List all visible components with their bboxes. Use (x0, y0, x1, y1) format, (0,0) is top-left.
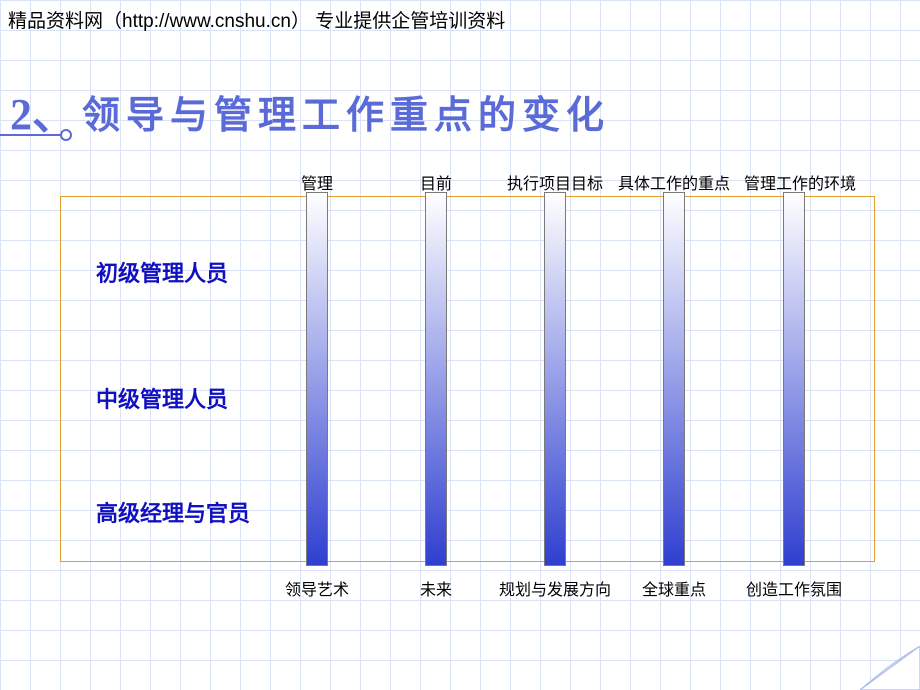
gradient-bar-3 (663, 192, 685, 566)
gradient-bar-0 (306, 192, 328, 566)
bottom-label-1: 未来 (420, 576, 452, 600)
decorative-line (0, 134, 66, 136)
top-label-0: 管理 (301, 170, 333, 194)
top-label-4: 管理工作的环境 (744, 170, 856, 194)
gradient-bar-2 (544, 192, 566, 566)
row-label-0: 初级管理人员 (96, 256, 228, 288)
top-label-1: 目前 (420, 170, 452, 194)
gradient-bar-1 (425, 192, 447, 566)
slide-title: 领导与管理工作重点的变化 (82, 84, 610, 139)
decorative-dot (60, 129, 72, 141)
top-label-3: 具体工作的重点 (618, 170, 730, 194)
top-label-2: 执行项目目标 (507, 170, 603, 194)
row-label-1: 中级管理人员 (96, 382, 228, 414)
bottom-label-0: 领导艺术 (285, 576, 349, 600)
bottom-label-4: 创造工作氛围 (746, 576, 842, 600)
bottom-label-3: 全球重点 (642, 576, 706, 600)
bottom-label-2: 规划与发展方向 (499, 576, 611, 600)
watermark-header: 精品资料网（http://www.cnshu.cn） 专业提供企管培训资料 (8, 6, 505, 33)
row-label-2: 高级经理与官员 (96, 496, 250, 528)
gradient-bar-4 (783, 192, 805, 566)
